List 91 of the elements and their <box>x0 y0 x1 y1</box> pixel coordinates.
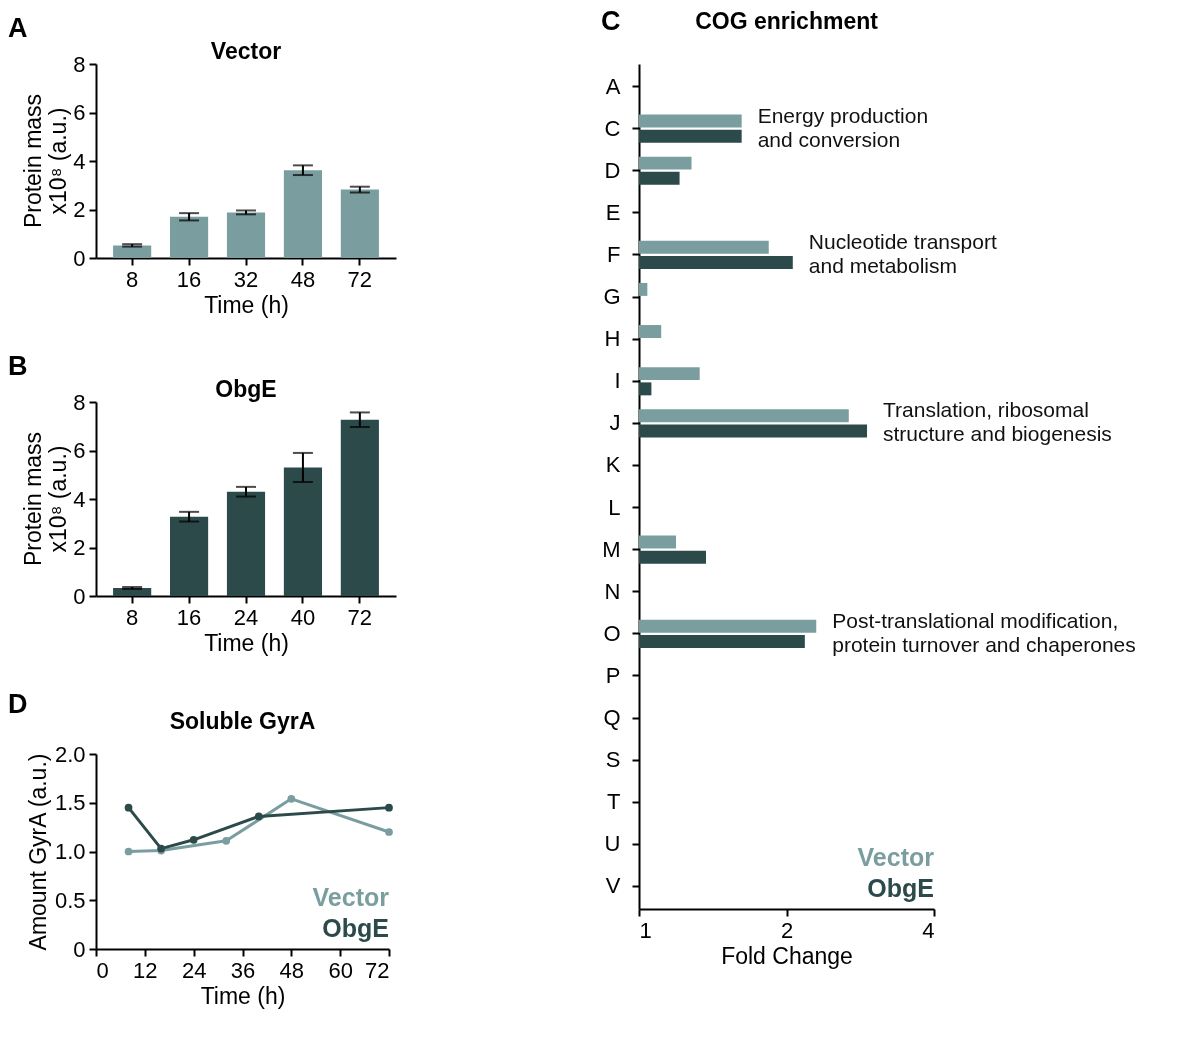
y-tick-label: 0.5 <box>54 887 86 913</box>
y-tick-label: F <box>607 241 621 267</box>
y-tick-label: I <box>614 368 621 394</box>
y-tick-label: G <box>603 284 621 310</box>
chart-title: COG enrichment <box>695 8 879 34</box>
y-tick-label: 4 <box>73 148 86 174</box>
point <box>385 803 393 812</box>
y-tick-label: U <box>604 831 621 857</box>
point <box>124 847 133 856</box>
y-tick-label: 0 <box>73 245 86 271</box>
y-tick-label: 0 <box>73 936 86 962</box>
x-axis-title: Time (h) <box>204 629 289 656</box>
point <box>385 828 393 836</box>
y-tick-label: D <box>604 157 621 183</box>
text: A <box>8 13 28 43</box>
x-tick-label: 48 <box>279 957 305 983</box>
x-tick-label: 72 <box>347 604 373 630</box>
chart-title: Vector <box>210 38 282 64</box>
y-tick-label: M <box>602 536 621 562</box>
y-tick-label: L <box>608 494 621 520</box>
x-tick-label: 1 <box>639 917 652 943</box>
bar <box>283 170 322 258</box>
x-tick-label: 60 <box>328 957 353 983</box>
text: ObgE <box>322 914 389 942</box>
x-axis-title: Fold Change <box>721 942 853 969</box>
point <box>254 812 263 821</box>
x-tick-label: 8 <box>126 266 139 292</box>
x-axis-title: Time (h) <box>200 982 286 1009</box>
x-tick-label: 16 <box>176 604 202 630</box>
text: D <box>8 689 28 719</box>
y-axis-title: Protein mass x10⁸ (a.u.) <box>20 431 71 567</box>
y-tick-label: J <box>609 410 621 436</box>
series-label: Vector <box>312 883 390 911</box>
point <box>222 836 231 845</box>
x-tick-label: 8 <box>126 604 139 630</box>
y-tick-label: 2.0 <box>54 741 86 767</box>
y-tick-label: K <box>605 452 621 478</box>
x-tick-label: 4 <box>922 917 935 943</box>
annotation: Translation, ribosomal structure and biogenesis <box>883 398 1112 446</box>
x-tick-label: 0 <box>96 957 109 983</box>
y-tick-label: 2 <box>73 535 86 560</box>
y-tick-label: 1.5 <box>54 790 86 816</box>
y-tick-label: N <box>604 578 621 604</box>
y-tick-label: S <box>605 747 621 773</box>
text: B <box>8 351 28 381</box>
chart-title: ObgE <box>215 376 277 402</box>
x-tick-label: 72 <box>365 957 390 983</box>
text: Vector <box>857 843 935 871</box>
y-tick-label: P <box>605 662 621 688</box>
y-tick-label: 6 <box>73 438 86 463</box>
x-tick-label: 12 <box>133 957 158 983</box>
point <box>124 803 133 812</box>
y-axis-title: Protein mass x10⁸ (a.u.) <box>20 93 71 229</box>
x-tick-label: 16 <box>176 266 202 292</box>
annotation: Post-translational modification, protein turnover and chaperones <box>832 608 1136 656</box>
y-tick-label: A <box>605 73 621 99</box>
annotation: Nucleotide transport and metabolism <box>808 229 997 277</box>
y-axis-title: Amount GyrA (a.u.) <box>24 753 51 951</box>
bar <box>113 245 152 258</box>
annotation: Energy production and conversion <box>757 103 929 151</box>
x-tick-label: 32 <box>233 266 259 292</box>
y-tick-label: 8 <box>73 389 86 415</box>
bar <box>283 467 322 596</box>
y-tick-label: 2 <box>73 197 86 222</box>
y-tick-label: H <box>604 326 621 352</box>
x-tick-label: 2 <box>780 917 794 943</box>
y-tick-label: 4 <box>73 486 86 512</box>
x-tick-label: 48 <box>290 266 316 292</box>
bar <box>226 491 266 596</box>
x-tick-label: 40 <box>290 604 316 630</box>
point <box>287 794 296 803</box>
x-tick-label: 24 <box>181 957 207 983</box>
y-tick-label: C <box>604 115 621 141</box>
y-tick-label: O <box>603 620 621 646</box>
y-tick-label: E <box>605 199 621 225</box>
bar <box>170 516 209 596</box>
point <box>189 835 198 844</box>
x-tick-label: 24 <box>233 604 259 630</box>
text: ObgE <box>867 874 934 902</box>
chart-title: Soluble GyrA <box>169 708 316 734</box>
bar <box>340 419 379 596</box>
x-axis-title: Time (h) <box>204 291 289 318</box>
y-tick-label: 0 <box>73 583 86 609</box>
x-tick-label: 36 <box>230 957 256 983</box>
y-tick-label: 1.0 <box>54 839 86 864</box>
y-tick-label: 8 <box>73 51 86 77</box>
x-tick-label: 72 <box>347 266 373 292</box>
y-tick-label: Q <box>603 705 621 731</box>
y-tick-label: 6 <box>73 100 86 125</box>
y-tick-label: T <box>607 789 621 815</box>
y-tick-label: V <box>605 873 621 899</box>
